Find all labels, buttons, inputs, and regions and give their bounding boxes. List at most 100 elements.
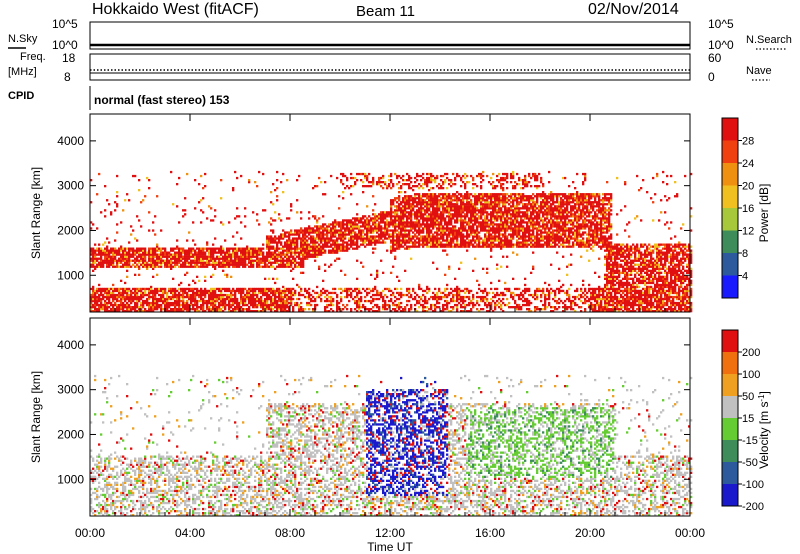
data-cell (450, 227, 453, 230)
data-cell (378, 233, 381, 236)
data-cell (440, 231, 443, 234)
data-cell (96, 193, 99, 196)
data-cell (236, 176, 239, 180)
data-cell (150, 287, 153, 291)
data-cell (468, 310, 471, 313)
data-cell (344, 237, 347, 240)
data-cell (320, 235, 323, 238)
data-cell (178, 255, 181, 258)
data-cell (384, 235, 387, 238)
data-cell (102, 293, 105, 297)
data-cell (474, 245, 477, 248)
data-cell (162, 299, 165, 303)
data-cell (396, 229, 399, 232)
data-cell (312, 229, 315, 232)
data-cell (484, 225, 487, 228)
data-cell (290, 261, 293, 264)
data-cell (270, 217, 273, 220)
data-cell (280, 293, 283, 297)
data-cell (426, 217, 429, 220)
data-cell (502, 197, 505, 200)
data-cell (400, 187, 403, 190)
data-cell (336, 243, 339, 246)
data-cell (290, 293, 293, 297)
data-cell (394, 231, 397, 234)
data-cell (256, 185, 259, 188)
data-cell (434, 306, 437, 309)
data-cell (184, 287, 187, 291)
data-cell (198, 295, 201, 299)
data-cell (170, 310, 173, 313)
data-cell (106, 303, 109, 307)
data-cell (456, 174, 459, 178)
data-cell (288, 251, 291, 254)
data-cell (366, 243, 369, 246)
data-cell (460, 205, 463, 208)
data-cell (142, 199, 145, 202)
data-cell (466, 231, 469, 234)
data-cell (434, 181, 437, 184)
data-cell (202, 293, 205, 297)
data-cell (280, 257, 283, 260)
data-cell (468, 301, 471, 305)
data-cell (462, 310, 465, 313)
data-cell (374, 235, 377, 238)
data-cell (448, 215, 451, 218)
data-cell (488, 213, 491, 216)
data-cell (486, 201, 489, 204)
data-cell (346, 293, 349, 297)
data-cell (486, 203, 489, 206)
data-cell (434, 287, 437, 291)
data-cell (462, 209, 465, 212)
data-cell (454, 277, 457, 280)
data-cell (104, 215, 107, 218)
data-cell (482, 211, 485, 214)
data-cell (436, 209, 439, 212)
data-cell (280, 295, 283, 299)
data-cell (442, 295, 445, 299)
data-cell (194, 179, 197, 182)
data-cell (100, 251, 103, 254)
data-cell (230, 289, 233, 293)
data-cell (130, 289, 133, 293)
data-cell (390, 179, 393, 182)
data-cell (456, 306, 459, 309)
data-cell (302, 265, 305, 268)
data-cell (376, 231, 379, 234)
data-cell (354, 289, 357, 293)
data-cell (308, 251, 311, 254)
data-cell (270, 301, 273, 305)
data-cell (110, 213, 113, 216)
data-cell (460, 185, 463, 188)
data-cell (200, 199, 203, 202)
data-cell (426, 211, 429, 214)
data-cell (460, 225, 463, 228)
data-cell (490, 223, 493, 226)
data-cell (226, 247, 229, 250)
data-cell (332, 235, 335, 238)
data-cell (316, 247, 319, 250)
data-cell (144, 310, 147, 313)
data-cell (478, 223, 481, 226)
data-cell (464, 215, 467, 218)
data-cell (422, 231, 425, 234)
data-cell (298, 263, 301, 266)
data-cell (304, 257, 307, 260)
data-cell (454, 209, 457, 212)
data-cell (200, 209, 203, 212)
data-cell (280, 251, 283, 254)
data-cell (290, 299, 293, 303)
data-cell (468, 219, 471, 222)
data-cell (228, 251, 231, 254)
data-cell (278, 251, 281, 254)
data-cell (452, 195, 455, 198)
data-cell (232, 189, 235, 192)
data-cell (188, 293, 191, 297)
data-cell (314, 217, 317, 220)
data-cell (164, 247, 167, 250)
data-cell (232, 235, 235, 238)
data-cell (264, 277, 267, 280)
data-cell (408, 213, 411, 216)
data-cell (356, 237, 359, 240)
data-cell (378, 235, 381, 238)
